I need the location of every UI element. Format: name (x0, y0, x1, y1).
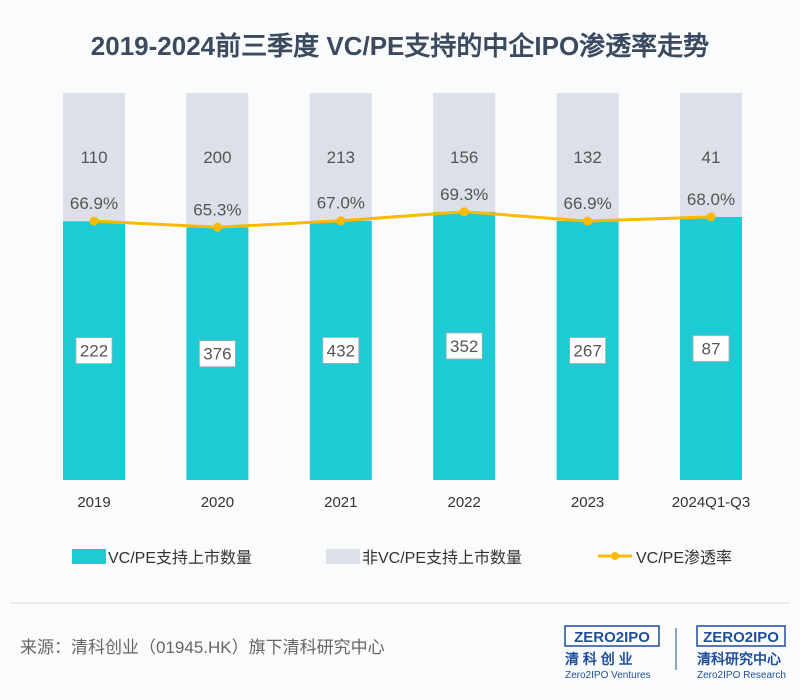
label-non-vcpe: 132 (573, 148, 601, 167)
rate-point (583, 216, 593, 226)
label-rate: 67.0% (317, 194, 365, 213)
rate-line (93, 210, 712, 229)
bar-non-vcpe (556, 93, 619, 222)
rate-point (89, 216, 99, 226)
label-box-vcpe (198, 340, 236, 368)
rate-point (706, 212, 716, 222)
rate-point (459, 207, 469, 217)
label-rate: 68.0% (687, 190, 735, 209)
x-tick-label: 2022 (448, 494, 481, 511)
bar-non-vcpe (680, 93, 742, 217)
label-rate: 65.3% (193, 200, 241, 219)
legend-swatch-non-vcpe (326, 549, 360, 564)
label-non-vcpe: 200 (203, 148, 231, 167)
label-non-vcpe: 41 (702, 148, 721, 167)
label-vcpe: 267 (573, 342, 601, 361)
label-non-vcpe: 110 (80, 148, 107, 167)
source-text: 来源：清科创业（01945.HK）旗下清科研究中心 (20, 638, 385, 657)
label-box-vcpe (75, 337, 113, 365)
svg-text:Zero2IPO Research: Zero2IPO Research (697, 670, 786, 681)
legend-swatch-vcpe (72, 549, 106, 564)
label-vcpe: 376 (203, 345, 231, 364)
logo-zero2ipo-ventures: ZERO2IPO 清 科 创 业 Zero2IPO Ventures (564, 625, 660, 681)
svg-text:ZERO2IPO: ZERO2IPO (574, 629, 650, 646)
bar-non-vcpe (186, 93, 249, 228)
label-rate: 66.9% (70, 194, 118, 213)
label-vcpe: 222 (80, 342, 108, 361)
label-box-vcpe (445, 332, 483, 360)
rate-point (212, 222, 222, 232)
x-tick-label: 2020 (201, 494, 234, 511)
label-box-vcpe (692, 335, 730, 362)
legend-label-non-vcpe: 非VC/PE支持上市数量 (362, 549, 522, 567)
svg-text:清 科 创 业: 清 科 创 业 (565, 651, 633, 667)
label-rate: 69.3% (440, 185, 488, 204)
label-box-vcpe (322, 336, 360, 364)
bar-non-vcpe (63, 93, 125, 222)
x-tick-label: 2021 (324, 494, 357, 511)
label-box-vcpe (569, 337, 606, 364)
svg-text:Zero2IPO Ventures: Zero2IPO Ventures (565, 670, 651, 681)
chart-title: 2019-2024前三季度 VC/PE支持的中企IPO渗透率走势 (91, 31, 709, 61)
legend-marker-rate (611, 552, 619, 560)
label-rate: 66.9% (563, 194, 611, 213)
logo-zero2ipo-research: ZERO2IPO 清科研究中心 Zero2IPO Research (696, 625, 786, 681)
label-vcpe: 87 (702, 339, 721, 358)
label-vcpe: 352 (450, 337, 478, 356)
legend-label-vcpe: VC/PE支持上市数量 (108, 549, 252, 567)
legend: VC/PE支持上市数量 非VC/PE支持上市数量 VC/PE渗透率 (72, 549, 732, 567)
label-non-vcpe: 213 (327, 148, 355, 167)
legend-label-rate: VC/PE渗透率 (636, 549, 732, 567)
x-tick-label: 2019 (77, 494, 110, 511)
bar-non-vcpe (309, 93, 372, 221)
svg-text:清科研究中心: 清科研究中心 (697, 651, 781, 667)
x-tick-label: 2023 (571, 494, 604, 511)
rate-point (336, 216, 346, 226)
bar-non-vcpe (433, 93, 496, 212)
label-non-vcpe: 156 (450, 148, 478, 167)
x-tick-label: 2024Q1-Q3 (672, 494, 750, 511)
svg-text:ZERO2IPO: ZERO2IPO (703, 629, 779, 646)
label-vcpe: 432 (327, 341, 355, 360)
